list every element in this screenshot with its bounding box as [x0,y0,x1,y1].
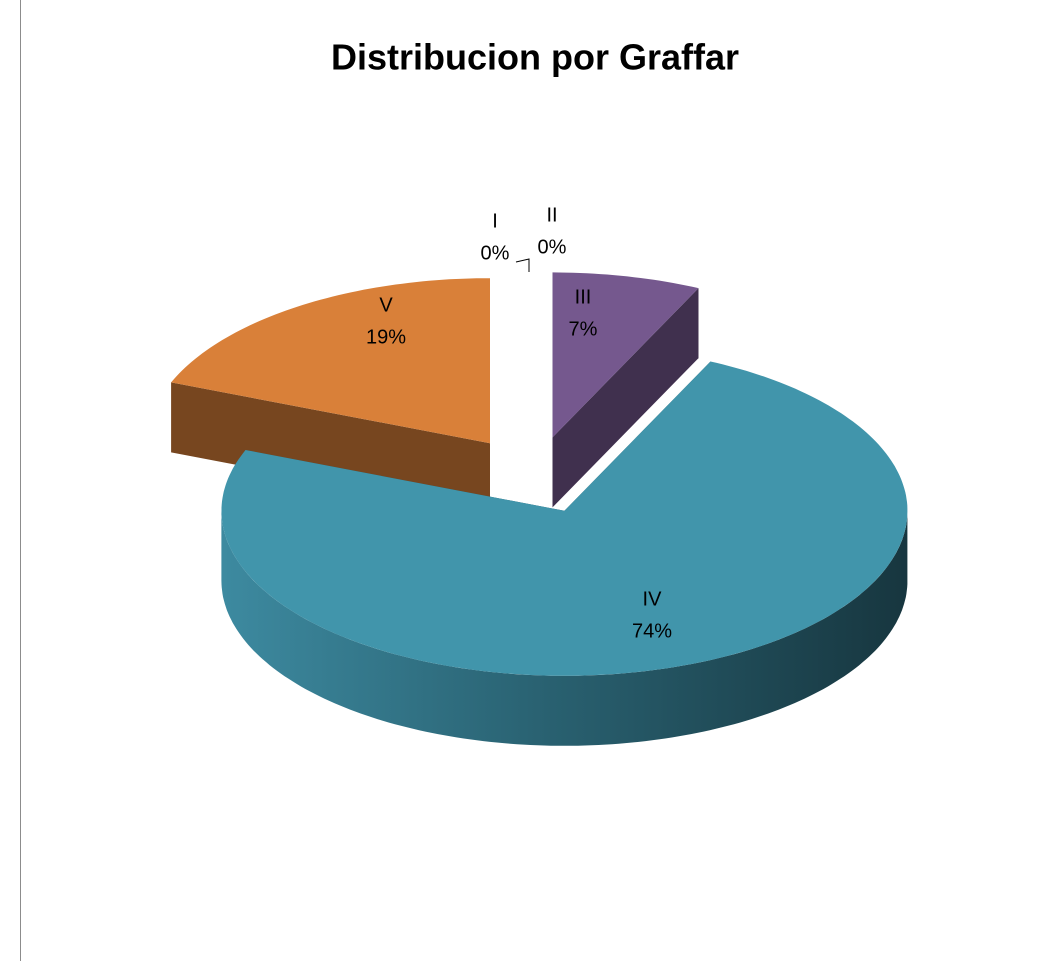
data-label-category: IV [643,588,663,610]
data-label-value: 74% [632,620,672,642]
chart-title: Distribucion por Graffar [331,37,739,78]
leader-line [515,258,530,272]
pie-slice [221,361,908,746]
slice-side [552,288,699,508]
slice-top [221,361,908,676]
slice-side [171,382,490,514]
data-label-category: V [379,294,393,316]
data-label-category: II [546,204,557,226]
pie-slice [552,272,699,508]
slice-top [171,278,490,444]
data-label-category: III [575,286,592,308]
data-label-value: 19% [366,326,406,348]
slice-wall [221,510,908,746]
pie [171,272,908,746]
data-label-value: 7% [569,318,598,340]
pie-slice [171,278,490,514]
data-labels: I 0% II 0% III 7% IV 74% V 19% [366,204,672,642]
data-label-value: 0% [538,236,567,258]
slice-top [552,272,699,438]
data-label-value: 0% [481,242,510,264]
data-label-category: I [492,210,498,232]
